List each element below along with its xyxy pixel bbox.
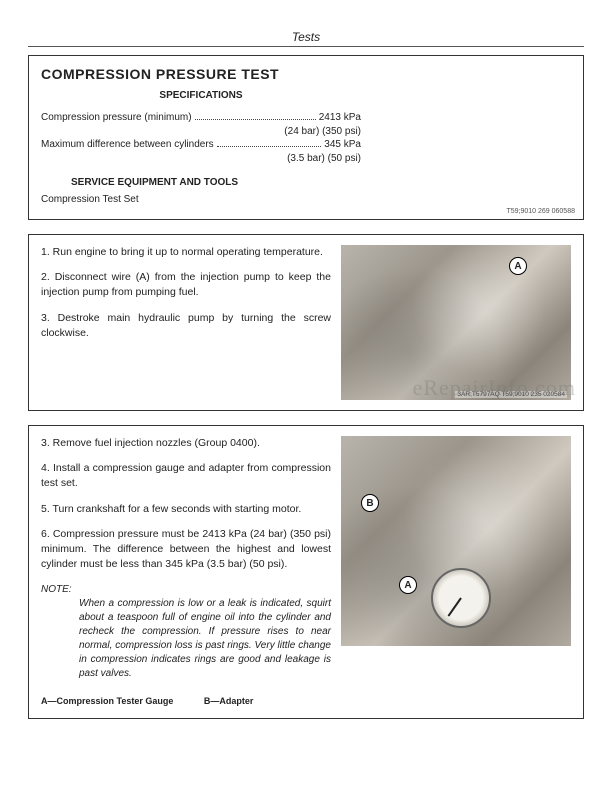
procedure-box-1: 1. Run engine to bring it up to normal o… xyxy=(28,234,584,411)
step: 6. Compression pressure must be 2413 kPa… xyxy=(41,527,331,573)
engine-photo xyxy=(341,245,571,400)
tools-item: Compression Test Set xyxy=(41,194,361,205)
legend-b: B—Adapter xyxy=(204,696,254,706)
note: NOTE: When a compression is low or a lea… xyxy=(41,583,331,681)
procedure-box-2: 3. Remove fuel injection nozzles (Group … xyxy=(28,425,584,719)
note-label: NOTE: xyxy=(41,584,72,595)
legend: A—Compression Tester Gauge B—Adapter xyxy=(41,695,331,708)
step: 5. Turn crankshaft for a few seconds wit… xyxy=(41,502,331,517)
figure: B A xyxy=(341,436,571,646)
spec-row: Compression pressure (minimum) 2413 kPa xyxy=(41,111,361,125)
page-header: Tests xyxy=(28,30,584,47)
spec-subvalue: (24 bar) (350 psi) xyxy=(41,125,361,138)
legend-a: A—Compression Tester Gauge xyxy=(41,696,173,706)
step: 2. Disconnect wire (A) from the injectio… xyxy=(41,270,331,300)
gauge-icon xyxy=(431,568,491,628)
dot-leader xyxy=(195,111,316,120)
procedure-text: 3. Remove fuel injection nozzles (Group … xyxy=(41,436,331,708)
dot-leader xyxy=(217,138,322,147)
note-body: When a compression is low or a leak is i… xyxy=(79,597,331,681)
spec-label: Compression pressure (minimum) xyxy=(41,111,192,125)
procedure-text: 1. Run engine to bring it up to normal o… xyxy=(41,245,331,400)
spec-subvalue: (3.5 bar) (50 psi) xyxy=(41,152,361,165)
spec-value: 345 kPa xyxy=(324,138,361,152)
callout-a: A xyxy=(399,576,417,594)
step: 3. Destroke main hydraulic pump by turni… xyxy=(41,311,331,341)
spec-box: COMPRESSION PRESSURE TEST SPECIFICATIONS… xyxy=(28,55,584,220)
engine-photo-gauge xyxy=(341,436,571,646)
step: 1. Run engine to bring it up to normal o… xyxy=(41,245,331,260)
spec-heading: SPECIFICATIONS xyxy=(41,90,361,101)
spec-row: Maximum difference between cylinders 345… xyxy=(41,138,361,152)
callout-a: A xyxy=(509,257,527,275)
step: 4. Install a compression gauge and adapt… xyxy=(41,461,331,491)
spec-value: 2413 kPa xyxy=(319,111,361,125)
figure: A 3AR;T5797AQ T59;9010 235 020584 xyxy=(341,245,571,400)
image-reference: 3AR;T5797AQ T59;9010 235 020584 xyxy=(455,391,567,398)
reference-code: T59;9010 269 060588 xyxy=(506,208,575,215)
section-title: COMPRESSION PRESSURE TEST xyxy=(41,66,571,82)
tools-heading: SERVICE EQUIPMENT AND TOOLS xyxy=(71,177,361,188)
step: 3. Remove fuel injection nozzles (Group … xyxy=(41,436,331,451)
spec-label: Maximum difference between cylinders xyxy=(41,138,214,152)
callout-b: B xyxy=(361,494,379,512)
